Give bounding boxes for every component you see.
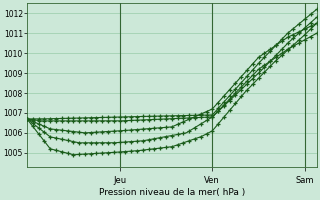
X-axis label: Pression niveau de la mer( hPa ): Pression niveau de la mer( hPa ) bbox=[99, 188, 245, 197]
